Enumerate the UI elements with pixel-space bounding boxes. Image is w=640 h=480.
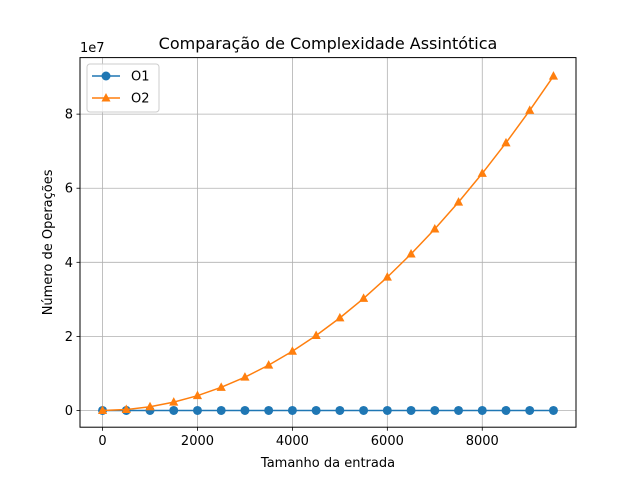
data-point-o2 <box>216 382 226 391</box>
data-point-o1 <box>406 405 416 415</box>
x-tick-label: 2000 <box>181 434 214 449</box>
data-point-o2 <box>406 248 416 258</box>
chart-title: Comparação de Complexidade Assintótica <box>159 34 498 53</box>
x-tick-label: 6000 <box>371 434 404 449</box>
series-o2 <box>97 71 559 414</box>
data-point-o2 <box>264 360 274 369</box>
data-point-o2 <box>525 105 535 114</box>
data-point-o1 <box>192 405 202 415</box>
data-point-o2 <box>121 404 131 414</box>
series-layer <box>97 71 559 415</box>
data-point-o2 <box>311 330 321 339</box>
data-point-o1 <box>335 405 345 415</box>
data-point-o1 <box>287 405 297 415</box>
data-point-o2 <box>287 346 298 355</box>
data-point-o1 <box>548 405 558 415</box>
data-point-o1 <box>216 405 226 415</box>
data-point-o2 <box>145 401 155 411</box>
x-tick-label: 0 <box>98 434 106 449</box>
x-tick-label: 4000 <box>276 434 309 449</box>
data-point-o2 <box>97 405 108 414</box>
y-tick-label: 8 <box>65 108 73 123</box>
data-point-o2 <box>335 312 345 322</box>
data-point-o1 <box>477 405 487 415</box>
y-tick-label: 2 <box>65 330 73 345</box>
data-point-o1 <box>525 405 535 415</box>
ticks: 0 2000 4000 6000 8000 0 2 4 6 8 <box>65 108 499 450</box>
data-point-o2 <box>192 390 203 400</box>
y-offset-label: 1e7 <box>80 41 105 56</box>
data-point-o2 <box>240 372 250 381</box>
data-point-o2 <box>477 168 487 177</box>
data-point-o1 <box>359 405 369 415</box>
series-o1 <box>98 405 558 415</box>
legend-marker-o2 <box>101 93 111 102</box>
data-point-o1 <box>311 405 321 415</box>
data-point-o2 <box>548 71 559 80</box>
y-tick-label: 6 <box>65 182 73 197</box>
y-tick-label: 4 <box>65 256 73 271</box>
legend-label-o2: O2 <box>131 92 150 107</box>
data-point-o1 <box>169 405 179 415</box>
data-point-o2 <box>382 272 392 281</box>
data-point-o2 <box>453 197 464 206</box>
data-point-o2 <box>430 223 440 233</box>
data-point-o1 <box>240 405 250 415</box>
data-point-o1 <box>454 405 464 415</box>
x-axis-label: Tamanho da entrada <box>260 456 395 471</box>
legend: O1 O2 <box>86 63 160 113</box>
x-tick-label: 8000 <box>466 434 499 449</box>
series-line-o2 <box>102 75 555 412</box>
legend-label-o1: O1 <box>131 70 150 85</box>
data-point-o1 <box>382 405 392 415</box>
data-point-o1 <box>430 405 440 415</box>
data-point-o1 <box>501 405 511 415</box>
legend-marker-o1 <box>101 71 111 81</box>
data-point-o2 <box>169 397 179 406</box>
data-point-o1 <box>264 405 274 415</box>
axes-frame <box>79 57 577 428</box>
data-point-o2 <box>358 293 369 302</box>
y-tick-label: 0 <box>65 404 73 419</box>
data-point-o2 <box>501 137 511 147</box>
y-axis-label: Número de Operações <box>41 169 56 315</box>
